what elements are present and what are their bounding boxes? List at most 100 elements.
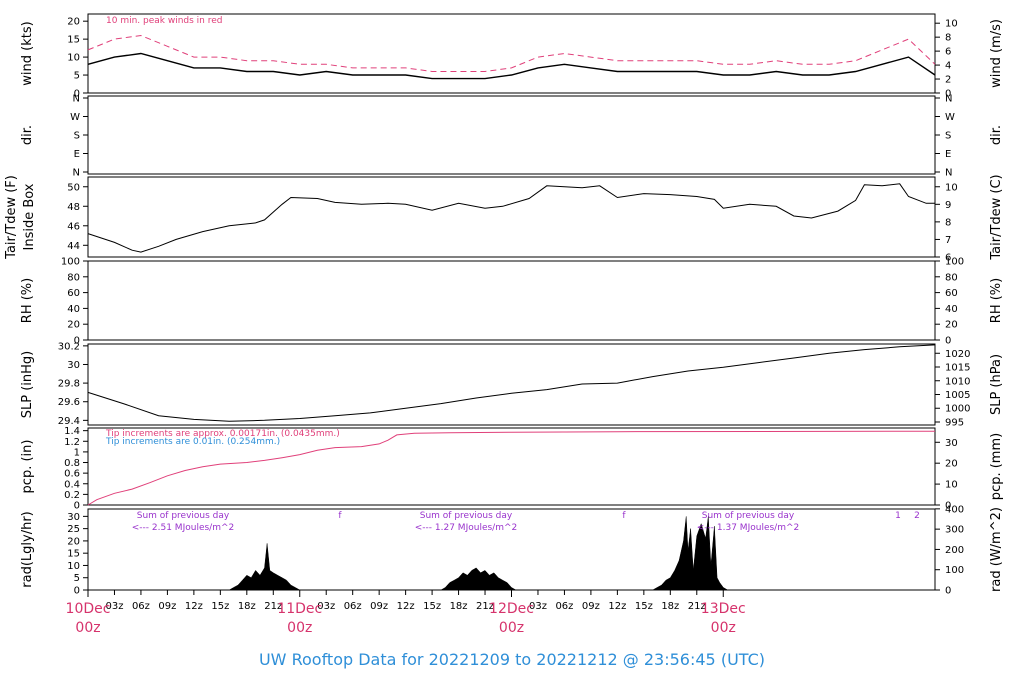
right-tick-label: 8: [945, 33, 951, 44]
day-label: 12Dec: [489, 601, 534, 617]
right-tick-label: S: [945, 131, 951, 142]
left-tick-label: 0.4: [64, 479, 80, 490]
left-tick-label: 10: [67, 53, 80, 64]
left-axis-label: RH (%): [20, 278, 35, 323]
hour-tick-label: 09z: [370, 601, 388, 612]
annotation-sum-value: <--- 1.37 MJoules/m^2: [697, 523, 799, 533]
right-tick-label: 40: [945, 304, 958, 315]
x-axis: 03z 06z 09z 12z 15z 18z 21z 03z 06z 09z 12z 15z 18z 2…: [66, 590, 746, 636]
radiation-marker: 2: [914, 511, 920, 521]
left-axis-label-2: Inside Box: [22, 183, 37, 250]
right-tick-label: 60: [945, 288, 958, 299]
left-tick-label: 80: [67, 272, 80, 283]
right-tick-label: E: [945, 149, 951, 160]
hour-tick-label: 12z: [185, 601, 203, 612]
right-axis-label: SLP (hPa): [989, 354, 1004, 415]
series-temp: [87, 183, 935, 253]
right-tick-label: N: [945, 168, 952, 179]
right-tick-label: 9: [945, 200, 951, 211]
hour-tick-label: 03z: [317, 601, 335, 612]
hour-tick-label: 15z: [423, 601, 441, 612]
right-tick-label: 0: [945, 586, 951, 597]
left-axis-label: SLP (inHg): [20, 351, 35, 419]
hour-tick-label: 06z: [555, 601, 573, 612]
left-tick-label: E: [74, 149, 80, 160]
left-tick-label: 30.2: [58, 341, 80, 352]
right-tick-label: 1010: [945, 376, 970, 387]
hour-tick-label: 06z: [132, 601, 150, 612]
left-tick-label: 48: [67, 202, 80, 213]
right-tick-label: 300: [945, 525, 964, 536]
left-tick-label: S: [74, 131, 80, 142]
left-tick-label: N: [73, 168, 80, 179]
right-tick-label: 7: [945, 235, 951, 246]
left-tick-label: 46: [67, 221, 80, 232]
left-tick-label: 0.6: [64, 469, 80, 480]
annotation-sum-title: Sum of previous day: [702, 511, 795, 521]
annotation-tip-exact: Tip increments are 0.01in. (0.254mm.): [105, 437, 280, 447]
left-tick-label: 29.8: [58, 379, 80, 390]
left-tick-label: 25: [67, 524, 80, 535]
left-axis-label: wind (kts): [20, 21, 35, 85]
hour-tick-label: 18z: [238, 601, 256, 612]
series-slp: [87, 344, 936, 422]
left-tick-label: 5: [74, 573, 80, 584]
panel-frame: [87, 13, 936, 94]
hour-tick-label: 21z: [688, 601, 706, 612]
day-label: 10Dec: [66, 601, 111, 617]
hour-tick-label: 06z: [344, 601, 362, 612]
left-tick-label: 15: [67, 549, 80, 560]
radiation-marker: f: [622, 511, 626, 521]
right-tick-label: 20: [945, 320, 958, 331]
right-axis-label: dir.: [989, 125, 1004, 145]
day-sub-label: 00z: [75, 620, 100, 636]
right-tick-label: 100: [945, 565, 964, 576]
series-wind: [87, 52, 936, 80]
annotation-peak-winds: 10 min. peak winds in red: [106, 16, 223, 26]
left-tick-label: 1.4: [64, 426, 80, 437]
right-tick-label: 0: [945, 89, 951, 100]
right-tick-label: 20: [945, 459, 958, 470]
series-radiation: [88, 516, 729, 591]
annotation-tip-approx: Tip increments are approx. 0.00171in. (0…: [105, 429, 340, 439]
right-tick-label: 400: [945, 504, 964, 515]
left-axis-label: pcp. (in): [20, 440, 35, 494]
series-precip: [87, 430, 936, 506]
right-axis-label: Tair/Tdew (C): [989, 174, 1004, 260]
right-tick-label: 1000: [945, 404, 970, 415]
hour-tick-label: 15z: [211, 601, 229, 612]
hour-tick-label: 21z: [476, 601, 494, 612]
right-tick-label: 10: [945, 182, 958, 193]
panel-frame: [87, 343, 936, 426]
left-tick-label: 0.2: [64, 490, 80, 501]
right-tick-label: 80: [945, 272, 958, 283]
panel-frame: [87, 427, 936, 506]
left-tick-label: 29.6: [58, 397, 80, 408]
left-tick-label: 0: [74, 501, 80, 512]
annotation-sum-title: Sum of previous day: [137, 511, 230, 521]
day-label: 13Dec: [701, 601, 746, 617]
right-tick-label: 1015: [945, 363, 970, 374]
right-tick-label: 10: [945, 19, 958, 30]
annotation-sum-title: Sum of previous day: [420, 511, 513, 521]
hour-tick-label: 12z: [608, 601, 626, 612]
panel-frame: [87, 260, 936, 341]
left-axis-label: rad(Lgly/hr): [20, 511, 35, 587]
day-sub-label: 00z: [287, 620, 312, 636]
left-tick-label: 0: [74, 89, 80, 100]
right-tick-label: 4: [945, 61, 951, 72]
right-tick-label: 2: [945, 75, 951, 86]
left-tick-label: 100: [61, 257, 80, 268]
day-sub-label: 00z: [499, 620, 524, 636]
panel-wind: 0 5 10 15 20 0 2 4 6 8 10 wind (kts) wind (m/s) 10 mi…: [20, 13, 1004, 100]
right-tick-label: 0: [945, 336, 951, 347]
hour-tick-label: 09z: [158, 601, 176, 612]
hour-tick-label: 18z: [661, 601, 679, 612]
right-tick-label: N: [945, 94, 952, 105]
right-tick-label: 6: [945, 47, 951, 58]
